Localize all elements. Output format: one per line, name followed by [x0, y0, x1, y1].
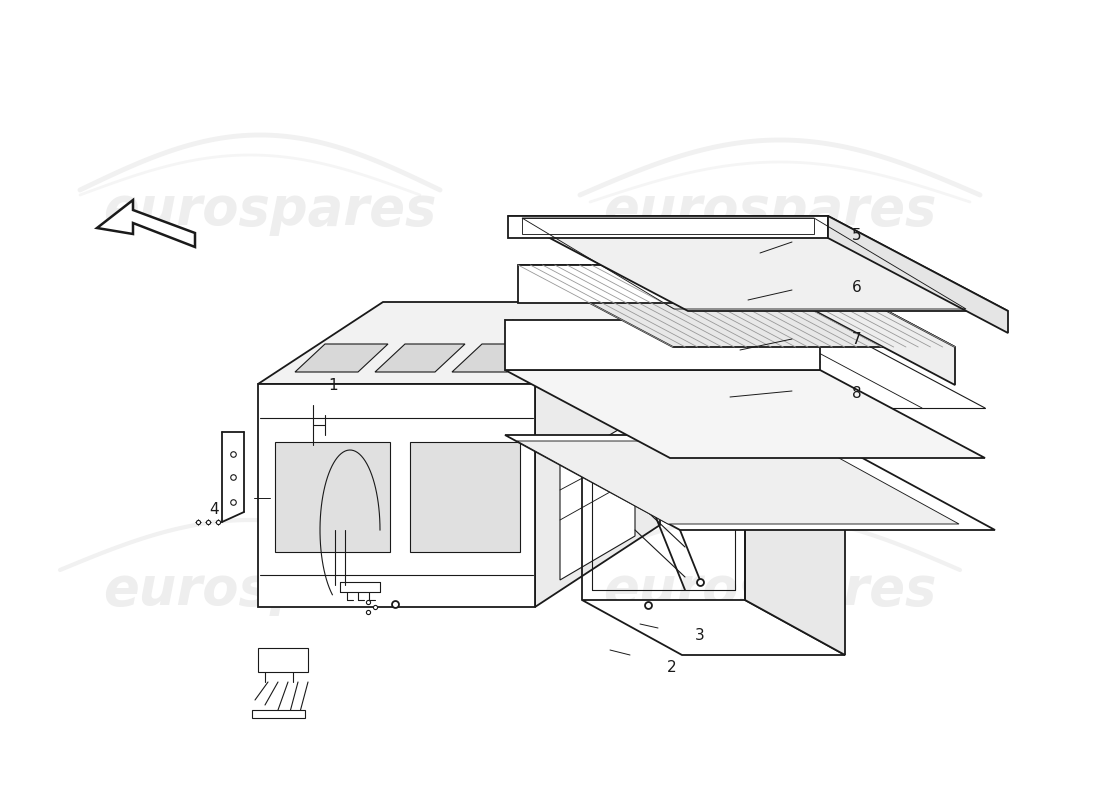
Text: 4: 4 — [209, 502, 219, 518]
Text: 1: 1 — [328, 378, 338, 393]
Text: 7: 7 — [852, 331, 861, 346]
Polygon shape — [258, 384, 535, 607]
Polygon shape — [828, 216, 1008, 333]
Polygon shape — [375, 344, 465, 372]
Polygon shape — [452, 344, 537, 372]
Polygon shape — [258, 648, 308, 672]
Polygon shape — [97, 200, 195, 247]
Polygon shape — [508, 216, 828, 238]
Polygon shape — [258, 302, 660, 384]
Text: eurospares: eurospares — [603, 564, 937, 616]
Polygon shape — [505, 370, 984, 458]
Polygon shape — [295, 344, 388, 372]
Polygon shape — [800, 265, 955, 385]
Text: 8: 8 — [852, 386, 861, 402]
Polygon shape — [508, 216, 1008, 311]
Polygon shape — [518, 265, 800, 303]
Polygon shape — [535, 302, 660, 607]
Text: 2: 2 — [668, 659, 676, 674]
Text: eurospares: eurospares — [603, 184, 937, 236]
Text: eurospares: eurospares — [103, 564, 437, 616]
Polygon shape — [517, 441, 959, 524]
Text: 3: 3 — [695, 627, 705, 642]
Polygon shape — [505, 435, 996, 530]
Polygon shape — [505, 320, 820, 370]
Polygon shape — [252, 710, 305, 718]
Polygon shape — [582, 600, 845, 655]
Polygon shape — [560, 420, 635, 580]
Text: eurospares: eurospares — [103, 184, 437, 236]
Polygon shape — [410, 442, 520, 552]
Text: 6: 6 — [852, 279, 862, 294]
Polygon shape — [275, 442, 390, 552]
Polygon shape — [518, 265, 955, 347]
Text: 5: 5 — [852, 227, 861, 242]
Polygon shape — [745, 450, 845, 655]
